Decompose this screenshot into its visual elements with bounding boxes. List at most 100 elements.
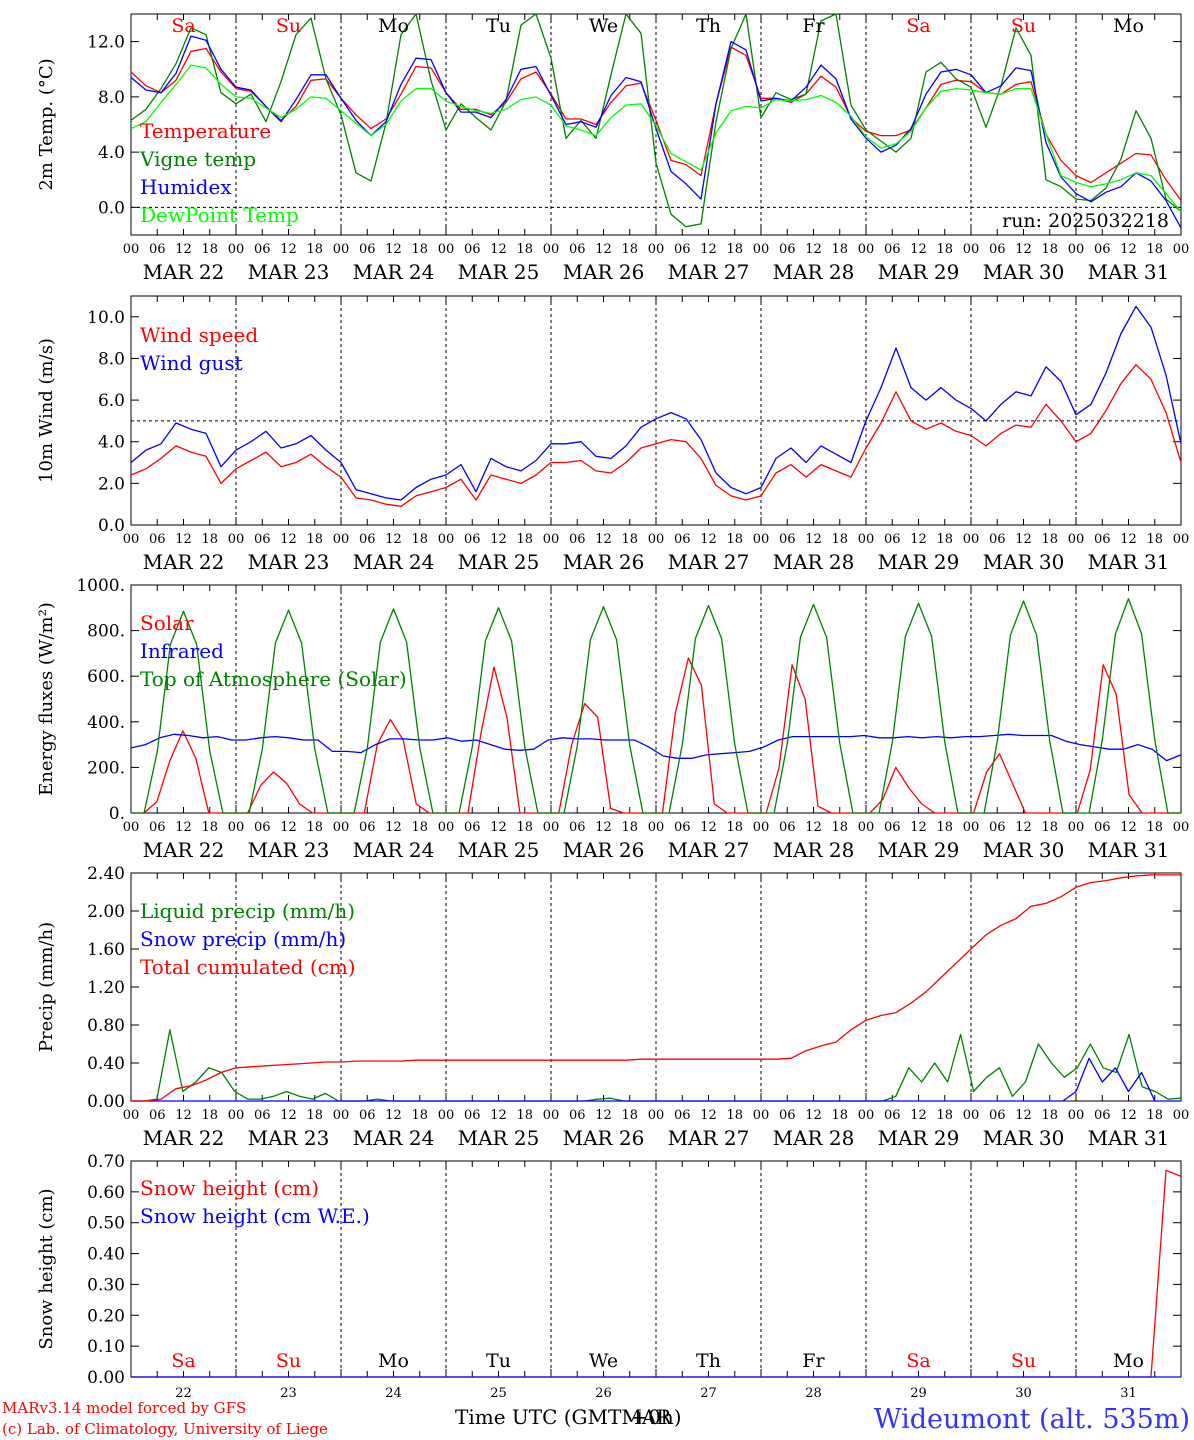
hour-tick-label: 06 — [569, 532, 586, 547]
hour-tick-label: 18 — [201, 1108, 218, 1123]
y-tick-label: 0.80 — [87, 1016, 125, 1036]
date-label: MAR 31 — [1088, 260, 1170, 284]
panel-1: 0.0 4.0 8.0 12.0 2m Temp. (°C) Temperature Vig… — [36, 13, 1189, 284]
weekday-label: We — [589, 1350, 618, 1372]
y-axis-label: Precip (mm/h) — [36, 922, 57, 1052]
legend-entry: Snow precip (mm/h) — [140, 927, 346, 951]
weekday-label: Th — [696, 15, 721, 37]
hour-tick-label: 12 — [1015, 820, 1032, 835]
hour-tick-label: 12 — [700, 820, 717, 835]
hour-tick-label: 18 — [621, 1108, 638, 1123]
hour-tick-label: 06 — [569, 242, 586, 257]
hour-tick-label: 06 — [569, 820, 586, 835]
hour-tick-label: 06 — [464, 532, 481, 547]
hour-tick-label: 18 — [411, 242, 428, 257]
hour-tick-label: 06 — [884, 820, 901, 835]
run-label: run: 2025032218 — [1002, 210, 1169, 232]
hour-tick-label: 00 — [1173, 1108, 1190, 1123]
date-label: MAR 28 — [773, 1126, 855, 1150]
weekday-label: Mo — [378, 15, 409, 37]
weekday-label: Th — [696, 1350, 721, 1372]
date-label: MAR 25 — [458, 260, 540, 284]
hour-tick-label: 12 — [385, 820, 402, 835]
y-axis-label: 10m Wind (m/s) — [36, 338, 57, 483]
legend-entry: Solar — [140, 611, 194, 635]
date-label: MAR 26 — [563, 1126, 645, 1150]
hour-tick-label: 00 — [858, 1108, 875, 1123]
y-tick-label: 0.00 — [87, 1092, 125, 1112]
hour-tick-label: 00 — [648, 820, 665, 835]
hour-tick-label: 06 — [254, 820, 271, 835]
hour-tick-label: 12 — [595, 820, 612, 835]
hour-tick-label: 12 — [595, 532, 612, 547]
hour-tick-label: 12 — [490, 820, 507, 835]
hour-tick-label: 06 — [989, 532, 1006, 547]
hour-tick-label: 00 — [1173, 820, 1190, 835]
hour-tick-label: 18 — [306, 820, 323, 835]
hour-tick-label: 00 — [543, 242, 560, 257]
weekday-label: Sa — [171, 15, 195, 37]
hour-tick-label: 06 — [254, 242, 271, 257]
hour-tick-label: 18 — [726, 820, 743, 835]
series-snow-height-cm — [131, 1169, 1182, 1378]
hour-tick-label: 06 — [779, 820, 796, 835]
hour-tick-label: 18 — [306, 1108, 323, 1123]
hour-tick-label: 12 — [910, 1108, 927, 1123]
legend-entry: Humidex — [140, 175, 232, 199]
series-temperature — [130, 46, 1182, 201]
day-number-label: 23 — [280, 1386, 297, 1401]
hour-tick-label: 00 — [438, 820, 455, 835]
panel-3: 0. 200. 400. 600. 800. 1000. Energy fluxes (W/… — [36, 576, 1189, 862]
hour-tick-label: 00 — [543, 820, 560, 835]
hour-tick-label: 00 — [228, 532, 245, 547]
hour-tick-label: 12 — [385, 242, 402, 257]
legend-entry: Wind speed — [140, 323, 258, 347]
hour-tick-label: 12 — [805, 820, 822, 835]
hour-tick-label: 12 — [805, 242, 822, 257]
y-tick-label: 1000. — [76, 576, 125, 596]
date-label: MAR 31 — [1088, 550, 1170, 574]
y-tick-label: 0.10 — [87, 1337, 125, 1357]
date-label: MAR 23 — [248, 550, 330, 574]
hour-tick-label: 06 — [359, 242, 376, 257]
legend-entry: Top of Atmosphere (Solar) — [140, 667, 407, 691]
hour-tick-label: 18 — [1146, 820, 1163, 835]
hour-tick-label: 18 — [936, 242, 953, 257]
hour-tick-label: 00 — [648, 532, 665, 547]
date-label: MAR 30 — [983, 1126, 1065, 1150]
hour-tick-label: 18 — [1041, 532, 1058, 547]
day-number-label: 24 — [385, 1386, 402, 1401]
hour-tick-label: 00 — [1068, 532, 1085, 547]
date-label: MAR 24 — [353, 550, 435, 574]
hour-tick-label: 06 — [989, 820, 1006, 835]
hour-tick-label: 18 — [936, 1108, 953, 1123]
y-tick-label: 4.0 — [98, 143, 125, 163]
y-tick-label: 1.60 — [87, 940, 125, 960]
hour-tick-label: 12 — [805, 532, 822, 547]
hour-tick-label: 06 — [884, 242, 901, 257]
footer-model-credit: MARv3.14 model forced by GFS — [2, 1399, 246, 1417]
hour-tick-label: 18 — [516, 820, 533, 835]
date-label: MAR 27 — [668, 550, 750, 574]
day-number-label: 25 — [490, 1386, 507, 1401]
y-tick-label: 0.0 — [98, 516, 125, 536]
y-tick-label: 800. — [87, 622, 125, 642]
weekday-label: Tu — [486, 1350, 511, 1372]
x-axis-label: Time UTC (GMTMAR+0h) — [455, 1405, 682, 1429]
hour-tick-label: 06 — [569, 1108, 586, 1123]
hour-tick-label: 00 — [1068, 820, 1085, 835]
date-label: MAR 30 — [983, 550, 1065, 574]
y-tick-label: 0.50 — [87, 1214, 125, 1234]
hour-tick-label: 00 — [123, 820, 140, 835]
hour-tick-label: 12 — [175, 532, 192, 547]
hour-tick-label: 18 — [831, 242, 848, 257]
panel-4: 0.00 0.40 0.80 1.20 1.60 2.00 2.40 Precip (mm/h… — [36, 864, 1189, 1150]
weekday-label: Fr — [802, 1350, 825, 1372]
series-humidex — [130, 35, 1182, 229]
hour-tick-label: 18 — [726, 242, 743, 257]
hour-tick-label: 00 — [753, 242, 770, 257]
date-label: MAR 24 — [353, 1126, 435, 1150]
hour-tick-label: 06 — [674, 532, 691, 547]
hour-tick-label: 00 — [1068, 242, 1085, 257]
y-tick-label: 0.20 — [87, 1306, 125, 1326]
